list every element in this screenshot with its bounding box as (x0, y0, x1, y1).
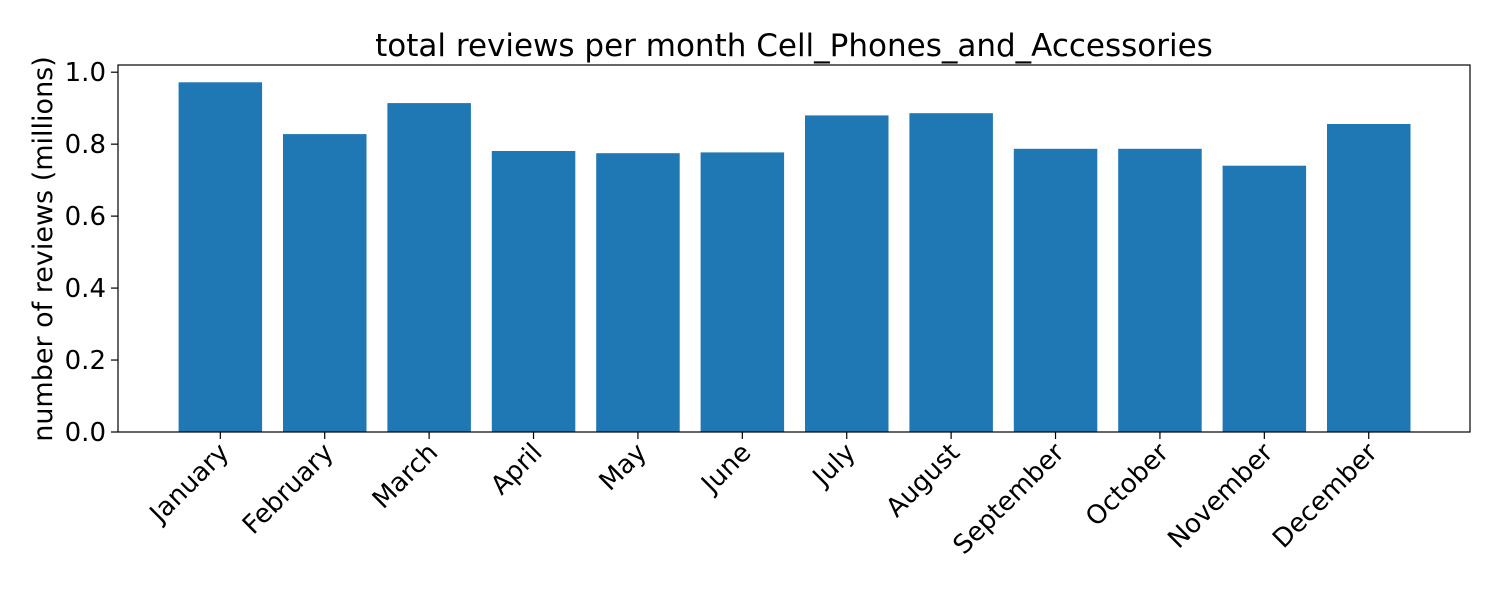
y-tick-label: 0.6 (65, 202, 106, 232)
bar-june (700, 152, 785, 432)
y-tick-label: 0.4 (65, 274, 106, 304)
bar-march (387, 103, 471, 432)
x-tick-label: September (948, 438, 1071, 561)
y-tick-label: 0.0 (65, 418, 106, 448)
y-axis-label: number of reviews (millions) (28, 56, 59, 442)
y-tick-label: 1.0 (65, 58, 106, 88)
y-axis: 0.0 0.2 0.4 0.6 0.8 1.0 (65, 58, 118, 448)
bar-january (178, 82, 263, 433)
chart-title: total reviews per month Cell_Phones_and_… (375, 28, 1213, 64)
bar-november (1222, 165, 1307, 432)
bars-layer (178, 82, 1411, 433)
x-tick-label: March (367, 438, 444, 515)
plot-frame (117, 64, 1471, 433)
x-tick-label: October (1080, 438, 1175, 533)
x-tick-label: July (806, 438, 862, 494)
bar-april (491, 151, 576, 432)
y-tick-label: 0.2 (65, 346, 106, 376)
x-tick-label: April (485, 438, 548, 501)
x-tick-label: February (237, 438, 340, 541)
x-tick-label: November (1162, 438, 1279, 555)
x-tick-label: December (1267, 438, 1384, 555)
x-axis: January February March April May June July Augu… (143, 432, 1384, 561)
bar-february (283, 134, 367, 432)
bar-july (805, 115, 889, 433)
x-tick-label: May (594, 438, 653, 497)
bar-august (909, 113, 993, 432)
x-tick-label: January (143, 438, 235, 530)
x-tick-label: August (881, 438, 967, 524)
bar-september (1013, 148, 1098, 433)
y-tick-label: 0.8 (65, 130, 106, 160)
bar-december (1327, 124, 1411, 432)
bar-october (1118, 148, 1202, 433)
bar-may (596, 153, 680, 432)
x-tick-label: June (695, 438, 758, 501)
